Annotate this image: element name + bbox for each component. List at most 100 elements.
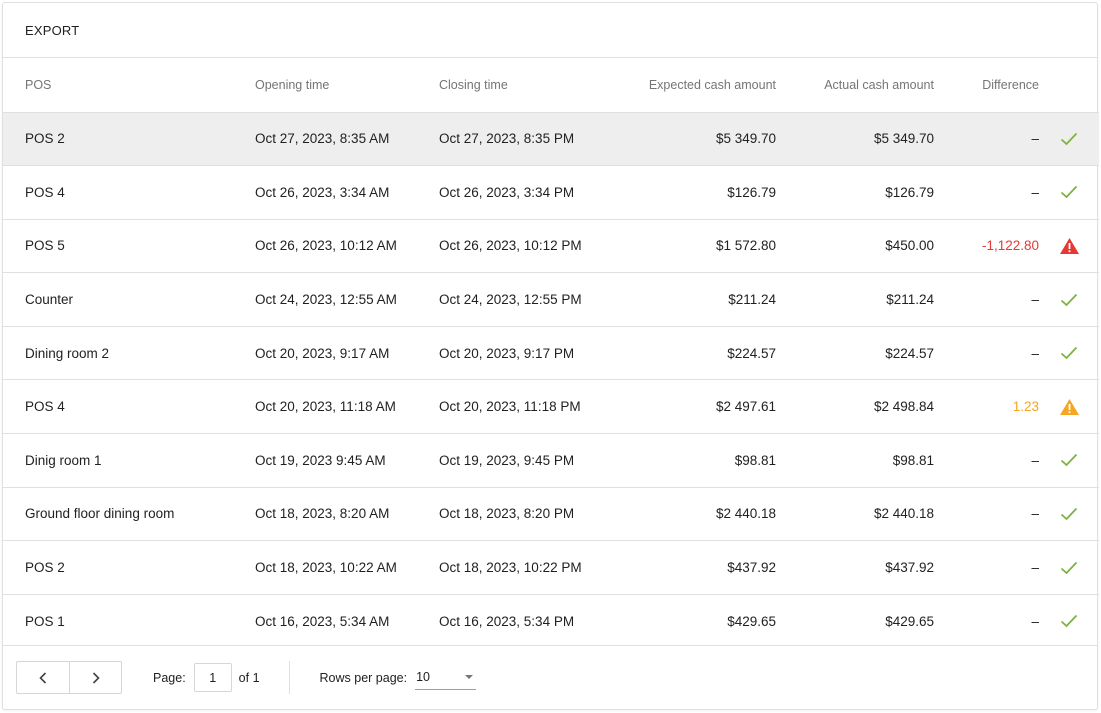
column-header-status xyxy=(1039,58,1099,112)
cell-closing-time: Oct 26, 2023, 3:34 PM xyxy=(439,184,575,200)
table-row[interactable]: POS 2 Oct 27, 2023, 8:35 AM Oct 27, 2023, … xyxy=(3,112,1099,166)
table-row[interactable]: Ground floor dining room Oct 18, 2023, 8:… xyxy=(3,487,1099,541)
toolbar: EXPORT xyxy=(3,3,1097,58)
caret-down-icon xyxy=(465,675,474,679)
check-icon xyxy=(1039,541,1099,595)
cell-pos: Ground floor dining room xyxy=(25,506,175,522)
table-header: POS Opening time Closing time Expected c… xyxy=(3,58,1099,112)
cell-difference: -1,122.80 xyxy=(981,238,1039,254)
column-header-difference[interactable]: Difference xyxy=(982,77,1039,92)
cell-closing-time: Oct 27, 2023, 8:35 PM xyxy=(439,131,575,147)
cell-actual-cash: $126.79 xyxy=(885,184,934,200)
cell-pos: Dining room 2 xyxy=(25,345,110,361)
cell-pos: POS 1 xyxy=(25,613,65,629)
cell-difference: – xyxy=(1031,345,1039,361)
cash-report-table: POS Opening time Closing time Expected c… xyxy=(3,58,1099,648)
cell-actual-cash: $437.92 xyxy=(885,560,934,576)
cell-closing-time: Oct 26, 2023, 10:12 PM xyxy=(439,238,582,254)
cell-opening-time: Oct 26, 2023, 10:12 AM xyxy=(255,238,397,254)
table-row[interactable]: POS 4 Oct 20, 2023, 11:18 AM Oct 20, 2023,… xyxy=(3,379,1099,434)
rows-per-page-label: Rows per page: xyxy=(319,670,408,685)
table-row[interactable]: Dinig room 1 Oct 19, 2023 9:45 AM Oct 19, … xyxy=(3,433,1099,488)
table-row[interactable]: POS 5 Oct 26, 2023, 10:12 AM Oct 26, 2023,… xyxy=(3,219,1099,273)
cell-pos: POS 4 xyxy=(25,399,65,415)
check-icon xyxy=(1039,434,1099,488)
cell-difference: – xyxy=(1031,560,1039,576)
check-icon xyxy=(1039,112,1099,166)
cell-actual-cash: $450.00 xyxy=(885,238,934,254)
check-icon xyxy=(1039,487,1099,541)
table-row[interactable]: POS 2 Oct 18, 2023, 10:22 AM Oct 18, 2023,… xyxy=(3,540,1099,595)
cell-opening-time: Oct 19, 2023 9:45 AM xyxy=(255,452,386,468)
chevron-left-icon xyxy=(39,671,47,684)
cell-closing-time: Oct 19, 2023, 9:45 PM xyxy=(439,452,575,468)
cell-opening-time: Oct 20, 2023, 9:17 AM xyxy=(255,345,390,361)
footer-divider xyxy=(288,661,290,694)
cell-closing-time: Oct 18, 2023, 10:22 PM xyxy=(439,560,582,576)
cell-closing-time: Oct 20, 2023, 11:18 PM xyxy=(439,399,581,415)
cell-pos: POS 5 xyxy=(25,238,65,254)
cell-expected-cash: $2 440.18 xyxy=(715,506,776,522)
cell-pos: POS 4 xyxy=(25,184,65,200)
cell-expected-cash: $1 572.80 xyxy=(715,238,776,254)
cell-expected-cash: $211.24 xyxy=(728,292,776,308)
pager-buttons xyxy=(16,661,122,694)
cell-expected-cash: $2 497.61 xyxy=(715,399,776,415)
page-label: Page: xyxy=(153,670,186,685)
previous-page-button[interactable] xyxy=(17,662,69,693)
cell-opening-time: Oct 26, 2023, 3:34 AM xyxy=(255,184,390,200)
cell-difference: – xyxy=(1031,131,1039,147)
cell-expected-cash: $429.65 xyxy=(727,613,776,629)
cell-opening-time: Oct 16, 2023, 5:34 AM xyxy=(255,613,390,629)
rows-per-page-select[interactable]: 10 xyxy=(415,666,477,690)
cell-expected-cash: $437.92 xyxy=(727,560,776,576)
cell-actual-cash: $224.57 xyxy=(885,345,934,361)
column-header-actual-cash[interactable]: Actual cash amount xyxy=(824,77,934,92)
cell-difference: – xyxy=(1031,292,1039,308)
cell-pos: Dinig room 1 xyxy=(25,452,102,468)
table-body: POS 2 Oct 27, 2023, 8:35 AM Oct 27, 2023, … xyxy=(3,112,1099,648)
cell-actual-cash: $2 498.84 xyxy=(873,399,934,415)
rows-per-page-value: 10 xyxy=(416,670,430,684)
check-icon xyxy=(1039,166,1099,220)
page-count-label: of 1 xyxy=(238,670,260,685)
table-row[interactable]: Counter Oct 24, 2023, 12:55 AM Oct 24, 202… xyxy=(3,272,1099,327)
header-row: POS Opening time Closing time Expected c… xyxy=(3,58,1099,112)
cell-difference: – xyxy=(1031,452,1039,468)
cell-expected-cash: $98.81 xyxy=(734,452,776,468)
chevron-right-icon xyxy=(92,671,100,684)
cell-difference: – xyxy=(1031,184,1039,200)
cell-pos: POS 2 xyxy=(25,560,65,576)
table-row[interactable]: Dining room 2 Oct 20, 2023, 9:17 AM Oct 20… xyxy=(3,326,1099,380)
check-icon xyxy=(1039,326,1099,380)
column-header-pos[interactable]: POS xyxy=(25,77,52,92)
cell-actual-cash: $5 349.70 xyxy=(873,131,934,147)
column-header-opening-time[interactable]: Opening time xyxy=(255,77,330,92)
cell-difference: – xyxy=(1031,613,1039,629)
column-header-expected-cash[interactable]: Expected cash amount xyxy=(648,77,776,92)
cell-pos: POS 2 xyxy=(25,131,65,147)
cell-opening-time: Oct 24, 2023, 12:55 AM xyxy=(255,292,397,308)
check-icon xyxy=(1039,594,1099,648)
cell-closing-time: Oct 20, 2023, 9:17 PM xyxy=(439,345,575,361)
cell-closing-time: Oct 16, 2023, 5:34 PM xyxy=(439,613,575,629)
cell-actual-cash: $429.65 xyxy=(885,613,934,629)
table-row[interactable]: POS 4 Oct 26, 2023, 3:34 AM Oct 26, 2023, … xyxy=(3,165,1099,220)
cell-closing-time: Oct 24, 2023, 12:55 PM xyxy=(439,292,582,308)
cell-actual-cash: $2 440.18 xyxy=(873,506,934,522)
next-page-button[interactable] xyxy=(69,662,121,693)
cell-actual-cash: $98.81 xyxy=(892,452,934,468)
cell-expected-cash: $126.79 xyxy=(727,184,776,200)
column-header-closing-time[interactable]: Closing time xyxy=(439,77,508,92)
cell-opening-time: Oct 18, 2023, 10:22 AM xyxy=(255,560,397,576)
pagination-footer: Page: of 1 Rows per page: 10 xyxy=(3,645,1097,709)
cell-difference: – xyxy=(1031,506,1039,522)
page-number-input[interactable] xyxy=(193,663,232,692)
export-button[interactable]: EXPORT xyxy=(25,22,80,38)
cell-opening-time: Oct 27, 2023, 8:35 AM xyxy=(255,131,390,147)
alert-triangle-icon xyxy=(1039,219,1099,273)
table-row[interactable]: POS 1 Oct 16, 2023, 5:34 AM Oct 16, 2023, … xyxy=(3,594,1099,648)
cell-opening-time: Oct 18, 2023, 8:20 AM xyxy=(255,506,390,522)
cell-expected-cash: $5 349.70 xyxy=(715,131,776,147)
